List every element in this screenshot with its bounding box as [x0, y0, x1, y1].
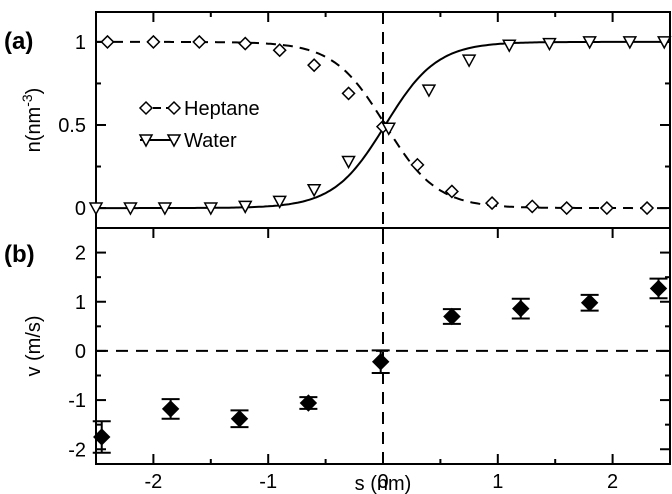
- water-marker: [421, 84, 437, 98]
- legend-heptane-marker-left: [138, 100, 154, 116]
- water-marker: [272, 195, 287, 209]
- velocity-marker: [580, 294, 599, 312]
- panel-b-label: (b): [4, 241, 35, 268]
- heptane-marker: [272, 43, 287, 58]
- water-marker: [203, 202, 219, 216]
- water-marker: [157, 202, 173, 216]
- panel-b-x-tick-label: 0: [377, 471, 388, 493]
- velocity-marker: [93, 428, 111, 446]
- legend-water-label: Water: [184, 130, 237, 152]
- water-marker: [622, 36, 638, 50]
- heptane-marker: [525, 199, 540, 214]
- heptane-marker: [146, 34, 161, 49]
- panel-b-y-axis-label: v (m/s): [23, 315, 45, 376]
- heptane-marker: [599, 201, 614, 216]
- panel-a-series: [88, 34, 672, 216]
- heptane-marker: [484, 196, 500, 211]
- water-marker: [461, 54, 477, 68]
- panel-b: (b) -2 -1 0 1 2 -2 -1 0 1 2 v (m/s) s (nm): [4, 12, 671, 494]
- heptane-marker: [559, 201, 574, 216]
- water-marker: [542, 37, 557, 52]
- panel-b-y-tick-label: 0: [75, 341, 86, 363]
- x-axis-label: s (nm): [355, 473, 412, 494]
- velocity-marker: [649, 279, 668, 298]
- heptane-marker: [444, 184, 459, 199]
- heptane-marker: [307, 58, 322, 73]
- heptane-marker: [238, 36, 253, 51]
- panel-a-y-axis-label: n(nm-3): [19, 88, 45, 153]
- heptane-marker: [639, 201, 655, 216]
- heptane-marker: [192, 34, 207, 49]
- panel-b-series: [92, 277, 668, 454]
- panel-a-y-tick-label: 0: [75, 198, 86, 220]
- panel-b-x-tick-label: -1: [259, 471, 277, 493]
- water-marker: [656, 36, 672, 50]
- water-marker: [502, 39, 517, 53]
- panel-a-y-tick-label: 1: [75, 32, 86, 54]
- legend-heptane-marker-right: [166, 100, 182, 116]
- velocity-marker: [230, 410, 249, 428]
- legend-water-marker-left: [138, 134, 154, 148]
- panel-b-x-ticks: -2 -1 0 1 2: [95, 228, 671, 493]
- panel-b-x-tick-label: 1: [492, 471, 503, 493]
- water-marker: [123, 202, 138, 216]
- panel-b-y-tick-label: 1: [75, 292, 86, 314]
- heptane-marker: [100, 34, 115, 49]
- panel-b-y-tick-label: -1: [68, 390, 86, 412]
- water-marker: [306, 184, 322, 198]
- heptane-marker: [410, 157, 425, 172]
- panel-b-y-tick-label: -2: [68, 439, 86, 461]
- panel-b-y-tick-label: 2: [75, 243, 86, 265]
- velocity-marker: [512, 299, 530, 318]
- heptane-curve: [96, 40, 670, 210]
- panel-a-label: (a): [4, 28, 33, 55]
- velocity-marker: [299, 394, 318, 412]
- velocity-marker: [443, 307, 461, 326]
- legend-water-marker-right: [166, 134, 182, 148]
- water-marker: [381, 122, 397, 136]
- heptane-marker: [341, 86, 356, 101]
- water-marker: [237, 200, 253, 214]
- legend-heptane-label: Heptane: [184, 98, 260, 120]
- velocity-marker: [161, 400, 180, 418]
- panel-b-y-ticks: -2 -1 0 1 2: [68, 243, 670, 461]
- panel-a: (a) 00.51 n(nm-3) Heptane Water: [4, 11, 672, 229]
- panel-b-x-tick-label: -2: [145, 471, 163, 493]
- panel-a-y-tick-label: 0.5: [58, 115, 86, 137]
- water-marker: [88, 202, 104, 216]
- panel-a-legend: Heptane Water: [138, 98, 260, 152]
- panel-b-x-tick-label: 2: [607, 471, 618, 493]
- panel-a-y-ticks: 00.51: [58, 32, 670, 220]
- water-marker: [582, 36, 597, 50]
- velocity-marker: [371, 353, 390, 371]
- water-marker: [341, 155, 356, 170]
